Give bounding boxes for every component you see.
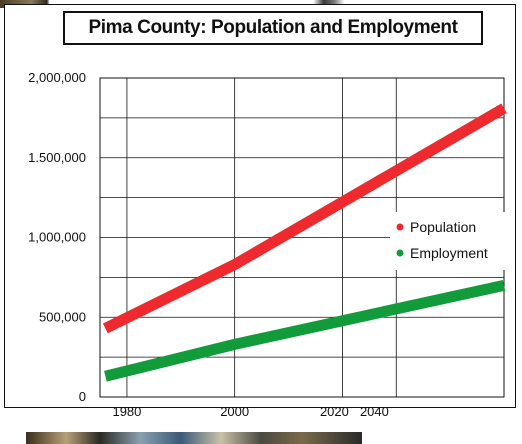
y-tick-label: 1,000,000 [28, 230, 86, 245]
y-axis-tick-labels: 0 500,000 1,000,000 1.500,000 2,000,000 [28, 70, 86, 404]
chart-title: Pima County: Population and Employment [63, 11, 483, 45]
y-tick-label: 500,000 [39, 309, 86, 324]
series-line-population [102, 103, 507, 334]
legend-label-population: Population [410, 219, 476, 235]
legend-background [390, 212, 506, 270]
x-tick-label: 2020 [320, 404, 349, 419]
series-layer [102, 103, 507, 382]
x-tick-label: 2000 [220, 404, 249, 419]
x-tick-label: 1980 [112, 404, 141, 419]
x-axis-tick-labels: 1980 2000 2020 2040 [112, 404, 388, 419]
x-tick-label: 2040 [360, 404, 389, 419]
y-tick-label: 2,000,000 [28, 70, 86, 85]
legend: Population Employment [390, 212, 506, 270]
series-line-employment [104, 279, 506, 382]
y-tick-label: 1.500,000 [28, 150, 86, 165]
legend-label-employment: Employment [410, 245, 488, 261]
legend-marker-population [396, 223, 404, 231]
y-tick-label: 0 [79, 389, 86, 404]
background-photo-strip-bottom [26, 432, 362, 444]
legend-marker-employment [396, 249, 404, 257]
